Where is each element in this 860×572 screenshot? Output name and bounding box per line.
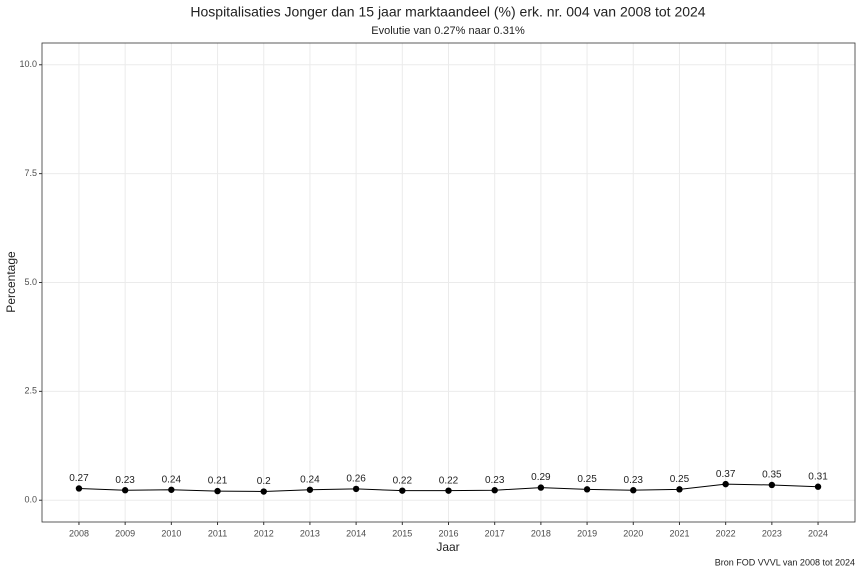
point [214, 487, 221, 495]
point [75, 485, 83, 492]
point [306, 486, 314, 493]
x-tick-label: 2008 [69, 528, 89, 538]
y-axis-title: Percentage [4, 251, 18, 313]
y-tick-label: 10.0 [19, 59, 37, 69]
point [768, 481, 776, 489]
data-label: 0.24 [300, 474, 320, 485]
point [583, 486, 591, 493]
x-tick-label: 2019 [577, 528, 597, 538]
x-tick-label: 2015 [392, 528, 412, 538]
x-tick-label: 2021 [669, 528, 689, 538]
point [445, 487, 452, 494]
data-label: 0.2 [257, 476, 271, 487]
x-tick-label: 2013 [300, 528, 320, 538]
point [399, 487, 406, 494]
data-label: 0.25 [577, 474, 597, 485]
point [814, 483, 822, 490]
point [121, 487, 129, 494]
data-label: 0.29 [531, 472, 551, 483]
x-tick-label: 2023 [762, 528, 782, 538]
data-label: 0.27 [69, 473, 89, 484]
chart-subtitle: Evolutie van 0.27% naar 0.31% [371, 25, 525, 37]
y-tick-label: 5.0 [24, 277, 37, 287]
caption: Bron FOD VVVL van 2008 tot 2024 [715, 557, 855, 567]
point [630, 487, 637, 494]
data-label: 0.35 [762, 470, 782, 481]
data-label: 0.23 [115, 475, 135, 486]
point [352, 485, 360, 493]
data-label: 0.23 [624, 475, 644, 486]
x-tick-label: 2022 [716, 528, 736, 538]
x-tick-label: 2017 [485, 528, 505, 538]
data-label: 0.31 [808, 471, 828, 482]
chart-title: Hospitalisaties Jonger dan 15 jaar markt… [190, 4, 705, 20]
point [722, 480, 729, 488]
point [537, 484, 545, 491]
x-tick-label: 2012 [254, 528, 274, 538]
x-tick-label: 2011 [208, 528, 227, 538]
x-tick-label: 2014 [346, 528, 366, 538]
x-tick-label: 2018 [531, 528, 551, 538]
y-tick-label: 2.5 [24, 386, 37, 396]
point [168, 486, 175, 493]
x-axis-title: Jaar [436, 540, 459, 554]
x-tick-label: 2024 [808, 528, 828, 538]
x-tick-label: 2020 [623, 528, 643, 538]
point [260, 488, 267, 495]
data-label: 0.23 [485, 475, 505, 486]
x-tick-label: 2016 [438, 528, 458, 538]
y-tick-label: 0.0 [24, 495, 37, 505]
data-label: 0.22 [439, 475, 459, 486]
data-label: 0.22 [393, 475, 413, 486]
y-tick-label: 7.5 [24, 168, 37, 178]
point [491, 487, 498, 494]
panel-border [41, 42, 856, 523]
x-tick-label: 2010 [161, 528, 181, 538]
data-label: 0.24 [162, 474, 182, 485]
x-tick-label: 2009 [115, 528, 135, 538]
point [676, 486, 683, 493]
data-label: 0.37 [716, 469, 736, 480]
data-label: 0.21 [208, 476, 228, 487]
data-label: 0.26 [346, 474, 366, 485]
data-label: 0.25 [670, 474, 690, 485]
